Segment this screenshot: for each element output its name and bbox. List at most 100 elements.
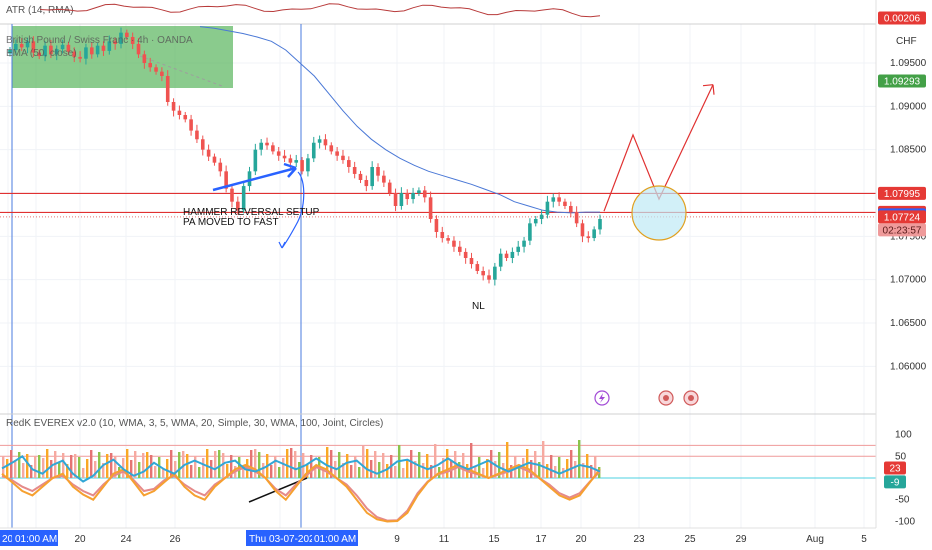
everex-bar: [214, 451, 217, 478]
ema-label: EMA (50, close): [6, 48, 77, 59]
time-label: 17: [535, 534, 547, 545]
everex-tick-label: 100: [895, 430, 912, 441]
blue-arrow: [212, 166, 297, 192]
everex-bar: [502, 463, 505, 478]
candle-body: [125, 32, 129, 37]
everex-bar: [178, 452, 181, 478]
candle-body: [230, 188, 234, 202]
candle-body: [335, 151, 339, 156]
candle-body: [516, 246, 521, 252]
price-badge-0-00206: 0.00206: [878, 11, 926, 25]
lightning-icon[interactable]: [594, 390, 610, 406]
candle-body: [130, 37, 135, 44]
candle-body: [545, 201, 550, 215]
candle-body: [317, 139, 322, 143]
everex-bar: [518, 467, 521, 478]
economic-event-icon-1[interactable]: [658, 390, 674, 406]
candle-body: [276, 151, 281, 156]
candle-body: [142, 54, 147, 63]
everex-bar: [286, 449, 289, 478]
everex-bar: [250, 450, 253, 478]
everex-bar: [290, 448, 293, 478]
candle-body: [282, 155, 287, 159]
candle-body: [271, 145, 275, 152]
everex-bar: [538, 462, 541, 478]
candle-body: [382, 175, 386, 183]
everex-bar: [114, 456, 117, 478]
time-label: 20: [575, 534, 587, 545]
candle-body: [387, 182, 392, 193]
horizontal-levels: [0, 192, 876, 214]
time-label: 01:00 AM: [314, 534, 356, 545]
candle-body: [177, 110, 182, 115]
projection-arrow-head: [702, 84, 715, 95]
candle-body: [487, 275, 491, 280]
candle-body: [563, 201, 567, 206]
everex-bar: [366, 449, 369, 478]
everex-bar: [298, 462, 301, 478]
dashed-trend-line: [139, 55, 223, 87]
candle-body: [95, 45, 100, 55]
price-badge-1-07724: 1.07724: [878, 210, 926, 224]
time-label: 20: [74, 534, 86, 545]
everex-bar: [262, 463, 265, 478]
everex-bar: [242, 468, 245, 478]
candle-body: [101, 45, 106, 51]
time-label: Aug: [806, 534, 824, 545]
candle-body: [236, 201, 240, 211]
price-tick-label: 1.07500: [890, 231, 927, 242]
everex-bar: [38, 455, 41, 478]
price-badges: 0.002061.092931.079951.077761.077471.077…: [878, 11, 926, 237]
price-badge-text: 0.00206: [884, 14, 921, 25]
economic-event-icon-2[interactable]: [683, 390, 699, 406]
everex-tick-label: -50: [895, 495, 910, 506]
candle-body: [440, 232, 445, 239]
candle-body: [510, 251, 515, 258]
everex-bar: [130, 460, 133, 478]
candle-body: [8, 50, 12, 54]
everex-badge: -9: [884, 475, 906, 489]
everex-bar: [106, 454, 109, 478]
everex-bar: [370, 460, 373, 478]
candle-body: [598, 219, 602, 230]
everex-bar: [498, 452, 501, 478]
candle-body: [528, 223, 532, 241]
everex-bar: [206, 449, 209, 478]
everex-bar: [186, 454, 189, 478]
everex-badge-text: -9: [891, 477, 900, 488]
candle-body: [136, 43, 141, 55]
everex-bar: [254, 449, 257, 478]
everex-bar: [410, 450, 413, 478]
everex-bar: [174, 461, 177, 478]
time-label: 29: [735, 534, 747, 545]
everex-bar: [402, 468, 405, 478]
ema-50-line: [199, 26, 600, 214]
price-axis[interactable]: CHF 1.095001.090001.085001.080001.075001…: [875, 0, 932, 550]
candle-body: [311, 142, 316, 159]
everex-bar: [194, 456, 197, 478]
candle-body: [265, 142, 269, 146]
price-badge-1-07995: 1.07995: [878, 186, 926, 200]
everex-bar: [146, 452, 149, 478]
everex-bar: [50, 460, 53, 478]
everex-bar: [378, 462, 381, 478]
candle-body: [25, 41, 30, 48]
everex-bar: [458, 462, 461, 478]
everex-bar: [546, 464, 549, 478]
everex-tick-label: 50: [895, 451, 907, 462]
everex-bar: [358, 467, 361, 478]
everex-bar: [182, 451, 185, 478]
candle-body: [574, 212, 579, 224]
candle-body: [586, 236, 591, 239]
candle-body: [405, 193, 410, 200]
everex-bar: [78, 457, 81, 478]
everex-bar: [102, 463, 105, 478]
candle-body: [171, 102, 176, 111]
symbol-title: British Pound / Swiss Franc · 4h · OANDA: [6, 35, 193, 46]
candle-body: [189, 119, 193, 131]
candle-body: [19, 43, 24, 48]
everex-bar: [362, 446, 365, 478]
everex-bar: [98, 452, 101, 478]
